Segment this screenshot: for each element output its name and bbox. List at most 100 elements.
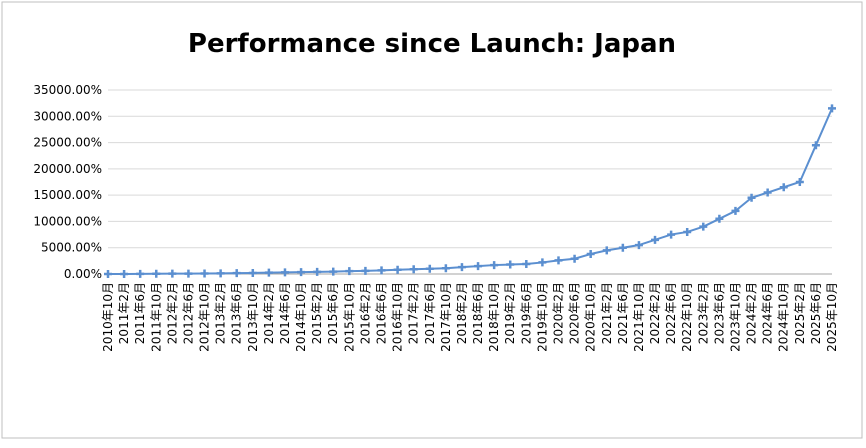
marker: [425, 264, 434, 273]
series-line: [107, 107, 833, 275]
marker: [393, 265, 402, 274]
marker: [216, 269, 225, 278]
x-tick-label: 2011年2月: [117, 282, 131, 344]
marker: [361, 266, 370, 275]
marker: [104, 270, 112, 278]
x-tick-label: 2018年2月: [455, 282, 469, 344]
x-tick-label: 2019年6月: [519, 282, 533, 344]
marker: [538, 258, 547, 267]
marker: [683, 227, 692, 236]
marker: [490, 261, 499, 270]
x-tick-label: 2025年6月: [809, 282, 823, 344]
y-tick-label: 20000.00%: [33, 162, 102, 176]
marker: [313, 267, 322, 276]
marker: [232, 269, 241, 278]
x-tick-label: 2015年10月: [342, 282, 356, 352]
marker: [297, 268, 306, 277]
x-tick-label: 2018年6月: [471, 282, 485, 344]
marker: [715, 214, 724, 223]
x-tick-label: 2014年2月: [262, 282, 276, 344]
x-tick-label: 2013年6月: [230, 282, 244, 344]
marker: [602, 246, 611, 255]
x-tick-label: 2011年6月: [133, 282, 147, 344]
x-tick-label: 2024年10月: [777, 282, 791, 352]
x-tick-label: 2012年2月: [165, 282, 179, 344]
x-tick-label: 2015年6月: [326, 282, 340, 344]
x-tick-label: 2012年6月: [181, 282, 195, 344]
x-tick-label: 2021年2月: [600, 282, 614, 344]
x-tick-label: 2013年2月: [214, 282, 228, 344]
x-tick-label: 2017年2月: [407, 282, 421, 344]
marker: [667, 230, 676, 239]
x-tick-label: 2020年6月: [568, 282, 582, 344]
x-tick-label: 2017年10月: [439, 282, 453, 352]
marker: [457, 263, 466, 272]
x-tick-label: 2020年2月: [551, 282, 565, 344]
x-tick-label: 2017年6月: [423, 282, 437, 344]
y-tick-label: 25000.00%: [33, 136, 102, 150]
x-tick-label: 2012年10月: [198, 282, 212, 352]
marker: [779, 183, 788, 192]
y-tick-label: 0.00%: [64, 267, 102, 281]
marker: [329, 267, 338, 276]
y-tick-label: 15000.00%: [33, 188, 102, 202]
marker: [136, 269, 145, 278]
y-tick-label: 30000.00%: [33, 109, 102, 123]
marker: [618, 243, 627, 252]
marker: [651, 235, 660, 244]
marker: [474, 262, 483, 271]
x-tick-label: 2022年10月: [680, 282, 694, 352]
x-tick-label: 2011年10月: [149, 282, 163, 352]
marker: [570, 254, 579, 263]
marker: [795, 178, 804, 186]
marker: [554, 256, 563, 265]
x-tick-label: 2021年10月: [632, 282, 646, 352]
marker: [506, 260, 515, 269]
x-tick-label: 2019年2月: [503, 282, 517, 344]
x-tick-label: 2024年6月: [761, 282, 775, 344]
x-tick-label: 2016年10月: [391, 282, 405, 352]
x-tick-label: 2020年10月: [584, 282, 598, 352]
x-tick-label: 2016年2月: [358, 282, 372, 344]
marker: [248, 268, 257, 277]
x-tick-label: 2024年2月: [745, 282, 759, 344]
marker: [699, 222, 708, 231]
marker: [409, 265, 418, 274]
marker: [586, 250, 595, 259]
chart-border: [1, 1, 863, 439]
x-tick-label: 2014年6月: [278, 282, 292, 344]
x-tick-label: 2015年2月: [310, 282, 324, 344]
chart-title: Performance since Launch: Japan: [188, 29, 676, 59]
x-tick-label: 2022年2月: [648, 282, 662, 344]
x-tick-label: 2016年6月: [375, 282, 389, 344]
y-tick-label: 35000.00%: [33, 83, 102, 97]
marker: [280, 268, 289, 277]
marker: [828, 104, 836, 113]
marker: [747, 193, 756, 202]
x-tick-label: 2025年2月: [793, 282, 807, 344]
marker: [377, 266, 386, 275]
marker: [264, 268, 273, 277]
marker: [345, 267, 354, 276]
x-tick-label: 2023年2月: [696, 282, 710, 344]
marker: [184, 269, 193, 278]
marker: [522, 260, 531, 269]
x-tick-label: 2022年6月: [664, 282, 678, 344]
marker: [634, 241, 643, 250]
marker: [441, 264, 450, 273]
y-tick-label: 10000.00%: [33, 214, 102, 228]
marker: [120, 269, 129, 278]
marker: [168, 269, 177, 278]
x-tick-label: 2010年10月: [101, 282, 115, 352]
x-tick-label: 2023年10月: [728, 282, 742, 352]
x-tick-label: 2021年6月: [616, 282, 630, 344]
marker: [811, 141, 820, 150]
x-tick-label: 2018年10月: [487, 282, 501, 352]
marker: [152, 269, 161, 278]
marker: [200, 269, 209, 278]
y-tick-label: 5000.00%: [41, 241, 102, 255]
x-tick-label: 2019年10月: [535, 282, 549, 352]
x-tick-label: 2014年10月: [294, 282, 308, 352]
x-tick-label: 2023年6月: [712, 282, 726, 344]
